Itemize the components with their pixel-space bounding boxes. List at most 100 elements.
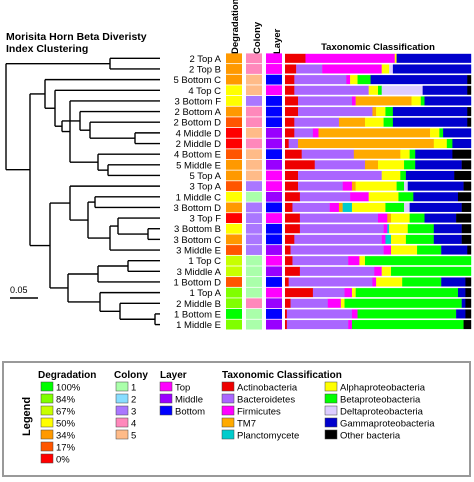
sample-label: 3 Bottom F <box>175 96 222 107</box>
legend-frame <box>2 361 471 477</box>
taxonomy-segment <box>389 224 408 234</box>
taxonomy-segment <box>433 224 462 234</box>
taxonomy-segment <box>285 256 293 266</box>
taxonomy-segment <box>376 107 386 117</box>
taxonomy-segment <box>417 245 442 255</box>
scale-bar: 0.05 <box>10 285 38 299</box>
taxonomy-segment <box>368 192 399 202</box>
colony-cell <box>246 213 262 223</box>
degradation-cell <box>226 159 242 170</box>
taxonomy-segment <box>355 181 397 191</box>
layer-cell <box>266 202 282 213</box>
legend-degradation-swatch <box>40 453 54 464</box>
taxonomy-segment <box>357 309 457 319</box>
taxonomy-segment <box>400 149 410 159</box>
taxonomy-segment <box>402 277 442 287</box>
taxonomy-segment <box>456 213 472 223</box>
taxonomy-segment <box>298 170 382 180</box>
sample-label: 2 Bottom D <box>173 118 221 129</box>
legend-taxonomy-swatch <box>324 417 338 428</box>
legend-taxonomy-swatch <box>324 405 338 416</box>
taxonomy-segment <box>298 107 373 117</box>
taxonomy-segment <box>381 170 401 180</box>
degradation-cell <box>226 138 242 149</box>
taxonomy-segment <box>413 192 459 202</box>
sample-label: 2 Top B <box>189 64 221 75</box>
layer-cell <box>266 255 282 266</box>
taxonomy-segment <box>312 128 319 138</box>
colony-cell <box>246 277 262 287</box>
sample-labels: 2 Top A2 Top B5 Bottom C4 Top C3 Bottom … <box>173 54 221 331</box>
taxonomy-segment <box>461 298 466 308</box>
legend-colony-swatch <box>115 381 129 392</box>
taxonomy-segment <box>372 107 377 117</box>
taxonomy-bars <box>285 53 472 330</box>
taxonomy-segment <box>314 160 366 170</box>
taxonomy-segment <box>381 234 386 244</box>
sample-label: 1 Middle C <box>176 192 222 203</box>
legend-colony-label: 3 <box>131 407 136 418</box>
legend-degradation-label: 84% <box>56 395 76 406</box>
legend-layer-swatch <box>159 381 173 392</box>
layer-cell <box>266 117 282 128</box>
colony-cell <box>246 202 262 213</box>
taxonomy-segment <box>344 298 462 308</box>
degradation-cell <box>226 149 242 160</box>
legend-colony-label: 1 <box>131 383 136 394</box>
taxonomy-segment <box>285 288 314 298</box>
colony-cell <box>246 74 262 85</box>
colony-cell <box>246 170 262 181</box>
taxonomy-segment <box>357 75 371 85</box>
legend-colony-title: Colony <box>114 370 148 381</box>
legend-taxonomy-swatch <box>221 417 235 428</box>
taxonomy-segment <box>285 224 301 234</box>
colony-cell <box>246 223 262 234</box>
taxonomy-segment <box>404 202 410 212</box>
taxonomy-segment <box>299 213 379 223</box>
legend-taxonomy-swatch <box>221 381 235 392</box>
taxonomy-segment <box>404 160 416 170</box>
legend-taxonomy-label: Actinobacteria <box>237 383 298 394</box>
taxonomy-segment <box>294 128 314 138</box>
legend-layer-label: Top <box>175 383 190 394</box>
taxonomy-segment <box>424 213 457 223</box>
taxonomy-segment <box>285 149 302 159</box>
taxonomy-segment <box>441 277 466 287</box>
degradation-cell <box>226 170 242 181</box>
taxonomy-segment <box>400 170 407 180</box>
taxonomy-segment <box>465 298 472 308</box>
taxonomy-segment <box>285 85 295 95</box>
sample-label: 2 Top A <box>189 54 221 65</box>
legend-layer-title: Layer <box>160 370 187 381</box>
degradation-cell <box>226 53 242 64</box>
taxonomy-segment <box>285 107 299 117</box>
degradation-cell <box>226 127 242 138</box>
taxonomy-segment <box>457 192 472 202</box>
degradation-cell <box>226 223 242 234</box>
sample-label: 1 Middle E <box>176 320 221 331</box>
colony-cell <box>246 53 262 64</box>
sample-label: 4 Bottom E <box>174 150 221 161</box>
taxonomy-segment <box>294 234 382 244</box>
taxonomy-segment <box>465 277 472 287</box>
taxonomy-segment <box>391 245 418 255</box>
layer-cell <box>266 85 282 96</box>
sample-label: 2 Bottom A <box>175 107 222 118</box>
legend-colony-label: 4 <box>131 419 136 430</box>
legend-colony-swatch <box>115 393 129 404</box>
taxonomy-segment <box>296 64 323 74</box>
legend-degradation-swatch <box>40 417 54 428</box>
sample-label: 1 Top A <box>189 288 221 299</box>
degradation-cell <box>226 287 242 298</box>
taxonomy-segment <box>381 64 390 74</box>
taxonomy-segment <box>285 245 291 255</box>
taxonomy-segment <box>385 234 392 244</box>
legend-degradation-label: 50% <box>56 419 76 430</box>
taxonomy-segment <box>355 96 412 106</box>
taxonomy-segment <box>346 75 351 85</box>
header-layer: Layer <box>272 28 283 54</box>
degradation-cell <box>226 298 242 309</box>
taxonomy-segment <box>329 202 340 212</box>
taxonomy-segment <box>378 160 405 170</box>
